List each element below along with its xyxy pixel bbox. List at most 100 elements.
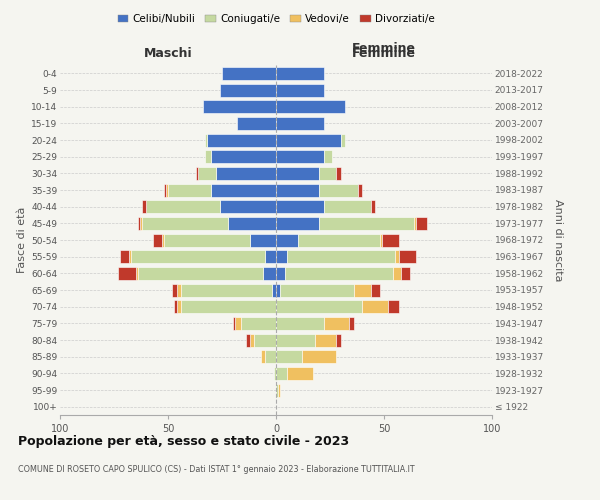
- Bar: [129, 250, 131, 263]
- Bar: [181, 300, 276, 313]
- Bar: [235, 317, 241, 330]
- Bar: [220, 200, 276, 213]
- Bar: [399, 250, 416, 263]
- Bar: [349, 317, 354, 330]
- Bar: [388, 300, 399, 313]
- Bar: [265, 250, 276, 263]
- Bar: [153, 234, 161, 246]
- Bar: [276, 300, 362, 313]
- Bar: [196, 167, 198, 180]
- Bar: [287, 250, 395, 263]
- Bar: [302, 350, 337, 363]
- Bar: [131, 250, 265, 263]
- Bar: [176, 284, 181, 296]
- Bar: [319, 167, 337, 180]
- Text: COMUNE DI ROSETO CAPO SPULICO (CS) - Dati ISTAT 1° gennaio 2023 - Elaborazione T: COMUNE DI ROSETO CAPO SPULICO (CS) - Dat…: [18, 465, 415, 474]
- Bar: [416, 217, 427, 230]
- Bar: [276, 367, 287, 380]
- Bar: [168, 184, 211, 196]
- Bar: [337, 334, 341, 346]
- Bar: [272, 284, 276, 296]
- Bar: [220, 84, 276, 96]
- Bar: [276, 267, 284, 280]
- Bar: [161, 234, 164, 246]
- Text: Femmine: Femmine: [352, 47, 416, 60]
- Bar: [229, 217, 276, 230]
- Bar: [276, 84, 323, 96]
- Bar: [276, 167, 319, 180]
- Bar: [146, 200, 220, 213]
- Bar: [401, 267, 410, 280]
- Bar: [284, 267, 392, 280]
- Bar: [276, 350, 302, 363]
- Bar: [215, 167, 276, 180]
- Bar: [337, 167, 341, 180]
- Bar: [323, 150, 332, 163]
- Bar: [323, 317, 349, 330]
- Bar: [276, 284, 280, 296]
- Bar: [392, 267, 401, 280]
- Bar: [323, 200, 371, 213]
- Bar: [261, 350, 265, 363]
- Bar: [362, 300, 388, 313]
- Bar: [278, 384, 280, 396]
- Bar: [298, 234, 380, 246]
- Bar: [276, 100, 345, 113]
- Text: Popolazione per età, sesso e stato civile - 2023: Popolazione per età, sesso e stato civil…: [18, 435, 349, 448]
- Bar: [319, 184, 358, 196]
- Bar: [276, 134, 341, 146]
- Bar: [276, 117, 323, 130]
- Bar: [164, 184, 166, 196]
- Y-axis label: Fasce di età: Fasce di età: [17, 207, 27, 273]
- Bar: [276, 234, 298, 246]
- Bar: [121, 250, 129, 263]
- Bar: [276, 217, 319, 230]
- Bar: [414, 217, 416, 230]
- Bar: [287, 367, 313, 380]
- Bar: [172, 284, 176, 296]
- Y-axis label: Anni di nascita: Anni di nascita: [553, 198, 563, 281]
- Bar: [136, 267, 138, 280]
- Bar: [265, 350, 276, 363]
- Bar: [203, 100, 276, 113]
- Bar: [138, 267, 263, 280]
- Bar: [207, 134, 276, 146]
- Bar: [118, 267, 136, 280]
- Bar: [254, 334, 276, 346]
- Bar: [395, 250, 399, 263]
- Bar: [274, 367, 276, 380]
- Bar: [276, 317, 323, 330]
- Bar: [175, 300, 176, 313]
- Bar: [205, 134, 207, 146]
- Bar: [276, 184, 319, 196]
- Bar: [142, 217, 229, 230]
- Bar: [166, 184, 168, 196]
- Bar: [315, 334, 337, 346]
- Bar: [222, 67, 276, 80]
- Bar: [211, 150, 276, 163]
- Bar: [371, 284, 380, 296]
- Bar: [140, 217, 142, 230]
- Bar: [138, 217, 140, 230]
- Bar: [250, 234, 276, 246]
- Bar: [205, 150, 211, 163]
- Bar: [276, 67, 323, 80]
- Bar: [380, 234, 382, 246]
- Bar: [280, 284, 354, 296]
- Bar: [371, 200, 376, 213]
- Bar: [276, 250, 287, 263]
- Bar: [198, 167, 215, 180]
- Bar: [319, 217, 414, 230]
- Bar: [276, 200, 323, 213]
- Legend: Celibi/Nubili, Coniugati/e, Vedovi/e, Divorziati/e: Celibi/Nubili, Coniugati/e, Vedovi/e, Di…: [113, 10, 439, 29]
- Bar: [237, 117, 276, 130]
- Bar: [276, 150, 323, 163]
- Text: Femmine: Femmine: [352, 42, 416, 54]
- Text: Maschi: Maschi: [143, 47, 193, 60]
- Bar: [358, 184, 362, 196]
- Bar: [142, 200, 146, 213]
- Bar: [263, 267, 276, 280]
- Bar: [246, 334, 250, 346]
- Bar: [233, 317, 235, 330]
- Bar: [164, 234, 250, 246]
